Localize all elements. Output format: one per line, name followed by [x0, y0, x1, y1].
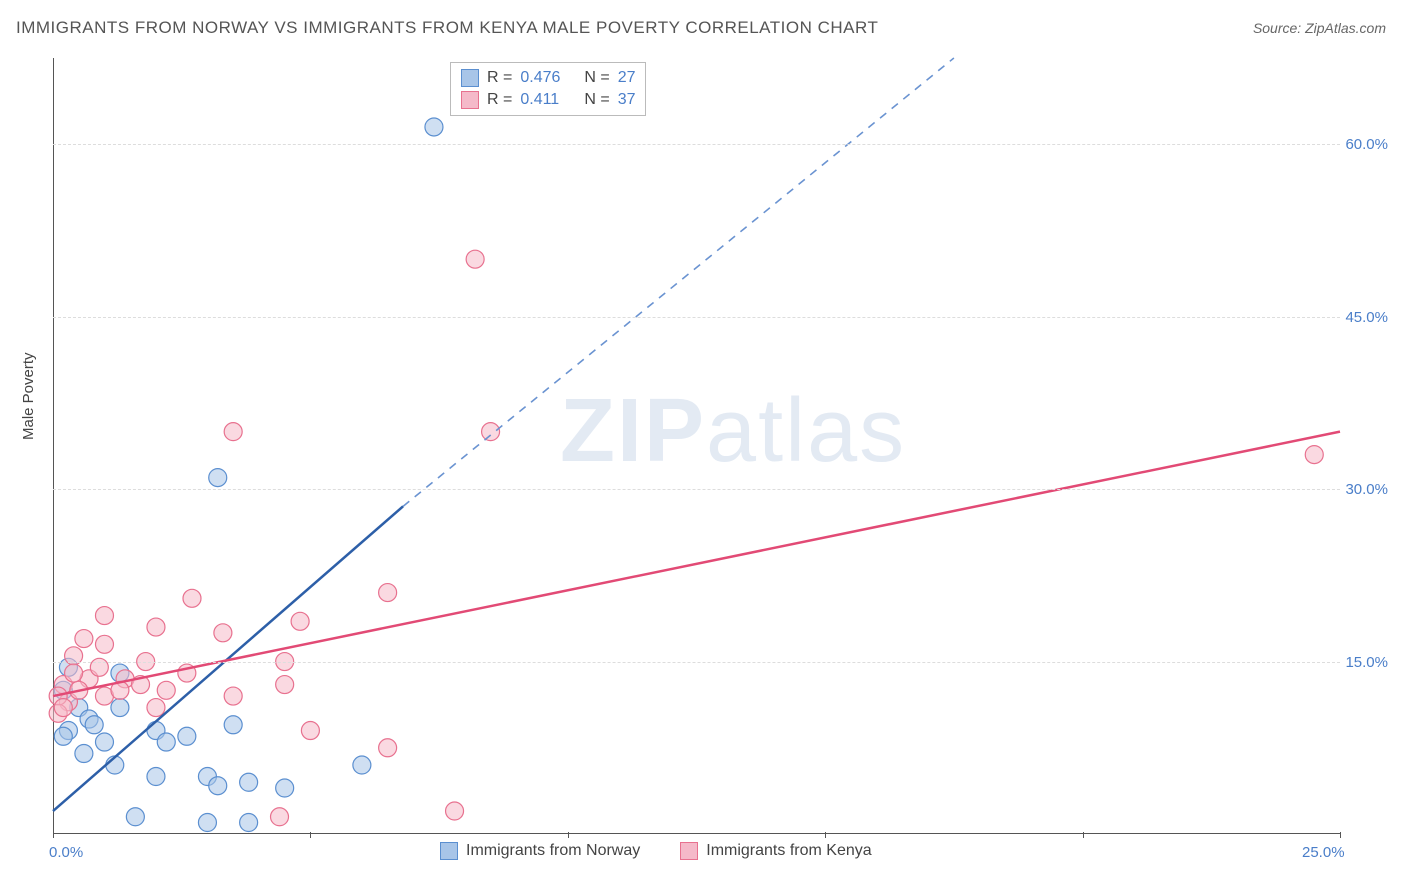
legend-row: R = 0.476 N = 27 — [461, 67, 635, 89]
legend-n-prefix: N = — [584, 69, 609, 87]
scatter-point — [183, 589, 201, 607]
legend-swatch — [680, 842, 698, 860]
scatter-point — [466, 250, 484, 268]
y-tick-label: 45.0% — [1345, 309, 1388, 326]
gridline-h — [53, 662, 1340, 663]
trend-line — [53, 432, 1340, 696]
y-tick-label: 60.0% — [1345, 136, 1388, 153]
scatter-point — [95, 607, 113, 625]
x-tick-label: 25.0% — [1302, 844, 1345, 861]
scatter-point — [276, 779, 294, 797]
scatter-point — [301, 722, 319, 740]
chart-title: IMMIGRANTS FROM NORWAY VS IMMIGRANTS FRO… — [16, 18, 878, 38]
scatter-point — [482, 423, 500, 441]
scatter-point — [54, 727, 72, 745]
scatter-point — [147, 699, 165, 717]
scatter-point — [214, 624, 232, 642]
scatter-point — [446, 802, 464, 820]
scatter-point — [276, 676, 294, 694]
x-tick-label: 0.0% — [49, 844, 83, 861]
x-tick — [1340, 832, 1341, 838]
gridline-h — [53, 489, 1340, 490]
x-tick — [1083, 832, 1084, 838]
scatter-point — [85, 716, 103, 734]
x-tick — [53, 832, 54, 838]
scatter-point — [224, 423, 242, 441]
x-tick — [310, 832, 311, 838]
legend-r-value: 0.411 — [520, 91, 576, 109]
scatter-point — [353, 756, 371, 774]
scatter-point — [379, 739, 397, 757]
scatter-point — [291, 612, 309, 630]
y-tick-label: 15.0% — [1345, 654, 1388, 671]
scatter-point — [147, 768, 165, 786]
series-legend-item: Immigrants from Norway — [440, 842, 640, 860]
chart-source: Source: ZipAtlas.com — [1253, 20, 1386, 36]
scatter-point — [111, 699, 129, 717]
scatter-point — [224, 687, 242, 705]
y-tick-label: 30.0% — [1345, 481, 1388, 498]
trend-line-extrapolated — [403, 58, 954, 506]
scatter-point — [209, 777, 227, 795]
gridline-h — [53, 317, 1340, 318]
legend-swatch — [461, 69, 479, 87]
series-legend-item: Immigrants from Kenya — [680, 842, 871, 860]
scatter-point — [1305, 446, 1323, 464]
legend-row: R = 0.411 N = 37 — [461, 89, 635, 111]
scatter-point — [147, 618, 165, 636]
series-legend: Immigrants from Norway Immigrants from Ke… — [440, 842, 872, 860]
series-label: Immigrants from Norway — [466, 842, 640, 860]
scatter-point — [209, 469, 227, 487]
legend-n-prefix: N = — [584, 91, 609, 109]
legend-swatch — [440, 842, 458, 860]
scatter-point — [65, 664, 83, 682]
correlation-legend: R = 0.476 N = 27 R = 0.411 N = 37 — [450, 62, 646, 116]
legend-r-prefix: R = — [487, 69, 512, 87]
scatter-point — [157, 733, 175, 751]
scatter-point — [271, 808, 289, 826]
legend-swatch — [461, 91, 479, 109]
trend-line — [53, 506, 403, 811]
scatter-point — [75, 745, 93, 763]
scatter-point — [224, 716, 242, 734]
scatter-point — [425, 118, 443, 136]
legend-n-value: 27 — [618, 69, 636, 87]
scatter-point — [240, 773, 258, 791]
scatter-point — [198, 814, 216, 832]
gridline-h — [53, 144, 1340, 145]
scatter-point — [178, 727, 196, 745]
y-axis-label: Male Poverty — [20, 352, 37, 440]
scatter-point — [240, 814, 258, 832]
legend-r-value: 0.476 — [520, 69, 576, 87]
legend-r-prefix: R = — [487, 91, 512, 109]
scatter-point — [126, 808, 144, 826]
series-label: Immigrants from Kenya — [706, 842, 871, 860]
scatter-point — [54, 699, 72, 717]
scatter-point — [95, 733, 113, 751]
scatter-point — [95, 635, 113, 653]
x-tick — [568, 832, 569, 838]
legend-n-value: 37 — [618, 91, 636, 109]
scatter-point — [157, 681, 175, 699]
scatter-point — [379, 584, 397, 602]
x-tick — [825, 832, 826, 838]
scatter-point — [75, 630, 93, 648]
scatter-svg — [53, 58, 1340, 834]
